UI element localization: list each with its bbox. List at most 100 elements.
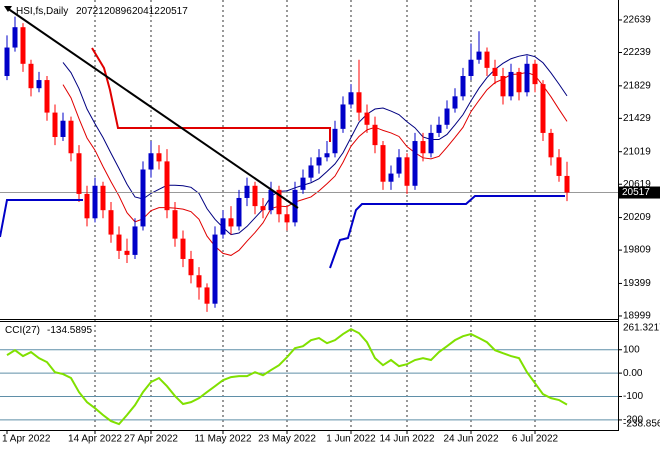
candle-body — [324, 153, 330, 158]
last-low: 20412 — [132, 6, 160, 17]
chart-header: HSI,fs,Daily 20721 20896 20412 20517 — [16, 6, 188, 17]
candle-body — [484, 51, 490, 68]
candle-body — [500, 75, 506, 97]
cci-title: CCI(27) — [5, 325, 40, 336]
y-tick-label: 19809 — [623, 245, 651, 256]
candle-body — [180, 238, 186, 259]
trend-line — [6, 7, 299, 209]
y-tick-label: 19399 — [623, 278, 651, 289]
y-tick-label: -238.856 — [623, 419, 660, 430]
candle-body — [172, 210, 178, 239]
candle-body — [124, 250, 130, 255]
y-tick-label: 100 — [623, 344, 640, 355]
candle-body — [132, 226, 138, 255]
price-window — [0, 0, 618, 430]
candle-body — [556, 157, 562, 176]
candle-body — [36, 80, 42, 89]
candle-body — [564, 175, 570, 193]
candle-body — [508, 71, 514, 97]
candle-body — [164, 161, 170, 211]
x-tick-label: 1 Apr 2022 — [2, 434, 51, 445]
candle-body — [212, 234, 218, 304]
y-tick-label: 18999 — [623, 311, 651, 322]
x-tick-label: 1 Jun 2022 — [326, 434, 376, 445]
candle-body — [60, 120, 66, 137]
y-tick-label: -200 — [623, 415, 643, 426]
candle-body — [308, 165, 314, 178]
candle-body — [284, 214, 290, 223]
candle-body — [516, 71, 522, 93]
candle-body — [468, 59, 474, 76]
candle-body — [524, 63, 530, 93]
candle-body — [492, 67, 498, 76]
chart-title: HSI,fs,Daily — [16, 6, 68, 17]
candle-body — [20, 27, 26, 64]
candle-body — [76, 153, 82, 194]
candle-body — [188, 258, 194, 276]
candle-body — [332, 128, 338, 154]
y-tick-label: -100 — [623, 391, 643, 402]
y-tick-label: 20209 — [623, 212, 651, 223]
cci-line — [6, 328, 568, 426]
candle-body — [116, 234, 122, 251]
candle-body — [44, 80, 50, 113]
y-tick-label: 21829 — [623, 80, 651, 91]
price-tag-label: 20517 — [622, 187, 650, 198]
candle-body — [12, 27, 18, 48]
candle-body — [380, 145, 386, 182]
candle-body — [436, 124, 442, 133]
candle-body — [268, 189, 274, 211]
y-tick-label: 0.00 — [623, 368, 643, 379]
candle-body — [100, 185, 106, 211]
candle-body — [316, 157, 322, 166]
x-tick-label: 27 Apr 2022 — [124, 434, 178, 445]
candle-body — [108, 210, 114, 235]
candle-body — [252, 185, 258, 207]
candle-body — [420, 141, 426, 154]
candle-body — [300, 177, 306, 190]
candle-body — [412, 141, 418, 186]
candle-body — [204, 287, 210, 304]
candle-body — [84, 193, 90, 219]
candle-body — [396, 157, 402, 174]
candle-body — [340, 104, 346, 129]
cci-header: CCI(27) -134.5895 — [5, 325, 92, 336]
x-tick-label: 11 May 2022 — [194, 434, 252, 445]
axes: 22639 22239 21829 21429 21019 20619 20209 19809… — [2, 15, 660, 445]
candle-body — [364, 112, 370, 125]
candle-body — [92, 185, 98, 219]
menu-arrow — [4, 6, 12, 12]
x-tick-label: 24 Jun 2022 — [443, 434, 498, 445]
candle-body — [148, 153, 154, 170]
candle-body — [140, 169, 146, 227]
candle-body — [388, 173, 394, 182]
candle-body — [532, 63, 538, 85]
y-tick-label: 21429 — [623, 113, 651, 124]
y-tick-label: 22239 — [623, 47, 651, 58]
cci-window — [0, 328, 618, 426]
y-tick-label: 20619 — [623, 179, 651, 190]
candle-body — [220, 218, 226, 235]
candle-body — [28, 63, 34, 89]
candle-body — [460, 75, 466, 97]
moving-average — [62, 54, 568, 236]
moving-average — [62, 71, 568, 256]
candle-body — [260, 206, 266, 211]
cci-value: -134.5895 — [47, 325, 92, 336]
last-close: 20517 — [160, 6, 188, 17]
candle-body — [4, 47, 10, 76]
x-tick-label: 14 Apr 2022 — [68, 434, 122, 445]
candle-body — [452, 96, 458, 109]
y-tick-label: 22639 — [623, 15, 651, 26]
candle-body — [156, 153, 162, 162]
x-tick-label: 23 May 2022 — [258, 434, 316, 445]
candle-body — [52, 112, 58, 137]
candle-body — [476, 51, 482, 60]
last-open: 20721 — [76, 6, 104, 17]
candle-body — [444, 108, 450, 125]
price-tag — [619, 186, 660, 199]
candle-body — [348, 92, 354, 105]
stop-line — [0, 199, 83, 238]
candle-body — [236, 197, 242, 227]
